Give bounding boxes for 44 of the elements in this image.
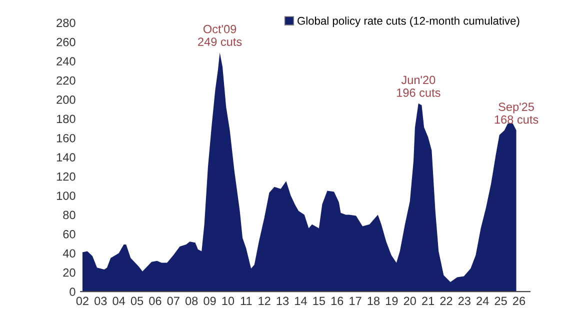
x-tick-label: 24 <box>476 296 489 306</box>
annotation: Sep'25 168 cuts <box>494 102 538 124</box>
x-tick-label: 10 <box>222 296 234 306</box>
x-tick-label: 19 <box>386 296 398 306</box>
y-tick-label: 120 <box>56 172 76 181</box>
x-tick-label: 12 <box>258 296 270 306</box>
x-tick-label: 21 <box>422 296 434 306</box>
x-tick-label: 17 <box>350 296 362 306</box>
x-tick-label: 18 <box>368 296 380 306</box>
y-tick-label: 140 <box>56 153 76 162</box>
x-tick-label: 06 <box>149 296 162 306</box>
y-tick-label: 100 <box>56 192 76 200</box>
x-tick-label: 04 <box>112 296 126 306</box>
legend-label: Global policy rate cuts (12-month cumulative) <box>298 16 520 27</box>
y-tick-label: 200 <box>56 96 76 104</box>
y-tick-label: 40 <box>62 249 76 258</box>
x-tick-label: 09 <box>204 296 216 306</box>
x-tick-label: 22 <box>440 296 452 306</box>
y-tick-label: 180 <box>56 114 76 124</box>
x-tick-label: 16 <box>331 296 344 306</box>
x-tick-label: 05 <box>130 296 144 306</box>
x-tick-label: 13 <box>276 296 289 306</box>
y-tick-label: 0 <box>70 288 76 296</box>
y-tick-label: 280 <box>56 18 76 28</box>
y-tick-label: 220 <box>56 76 76 85</box>
y-tick-label: 260 <box>56 38 76 46</box>
x-tick-label: 26 <box>513 296 526 306</box>
annotation: Oct'09 249 cuts <box>198 24 242 46</box>
annotation: Jun'20 196 cuts <box>397 76 440 97</box>
x-tick-label: 11 <box>240 296 252 306</box>
x-tick-label: 08 <box>185 296 198 306</box>
y-tick-label: 80 <box>63 210 76 220</box>
x-tick-label: 20 <box>404 296 416 306</box>
x-tick-label: 25 <box>494 296 507 306</box>
x-tick-label: 07 <box>167 296 180 306</box>
x-tick-label: 02 <box>76 296 88 306</box>
y-tick-label: 160 <box>56 134 76 142</box>
x-tick-label: 15 <box>313 296 325 306</box>
x-tick-label: 14 <box>295 296 307 306</box>
y-tick-label: 20 <box>63 268 76 277</box>
y-tick-label: 240 <box>56 57 76 66</box>
x-tick-label: 03 <box>94 296 107 306</box>
y-tick-label: 60 <box>63 230 76 238</box>
x-tick-label: 23 <box>458 296 470 306</box>
